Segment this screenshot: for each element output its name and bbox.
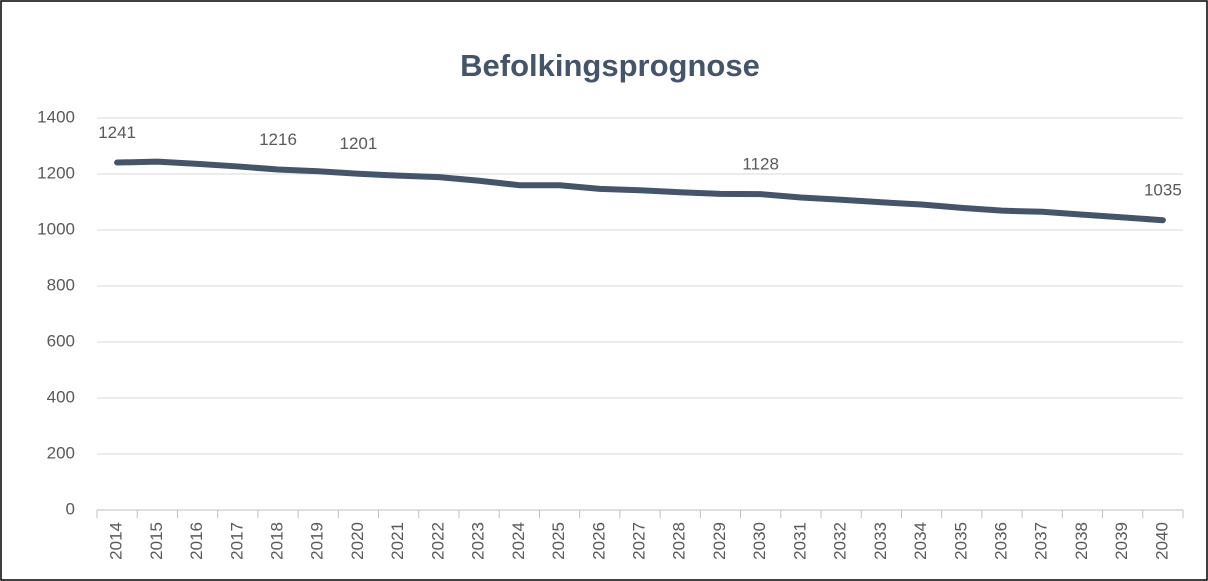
x-tick-label: 2039 xyxy=(1112,522,1131,560)
y-tick-label: 400 xyxy=(47,387,75,406)
line-series xyxy=(114,158,1166,224)
y-tick-label: 1400 xyxy=(37,107,75,126)
y-tick-label: 600 xyxy=(47,331,75,350)
x-tick-label: 2018 xyxy=(267,522,286,560)
x-tick-label: 2037 xyxy=(1032,522,1051,560)
data-label: 1201 xyxy=(340,134,378,153)
x-tick-label: 2024 xyxy=(509,522,528,560)
x-tick-label: 2035 xyxy=(951,522,970,560)
x-tick-label: 2038 xyxy=(1072,522,1091,560)
data-label: 1241 xyxy=(98,123,136,142)
data-label: 1128 xyxy=(742,155,779,174)
x-tick-label: 2036 xyxy=(991,522,1010,560)
x-tick-label: 2019 xyxy=(308,522,327,560)
chart-title: Befolkingsprognose xyxy=(460,48,760,83)
x-tick-label: 2020 xyxy=(348,522,367,560)
data-label: 1216 xyxy=(259,130,297,149)
x-tick-label: 2015 xyxy=(147,522,166,560)
x-tick-label: 2023 xyxy=(469,522,488,560)
x-tick-label: 2016 xyxy=(187,522,206,560)
x-tick-label: 2014 xyxy=(107,522,126,560)
x-tick-label: 2034 xyxy=(911,522,930,560)
x-tick-label: 2033 xyxy=(871,522,890,560)
x-tick-label: 2017 xyxy=(227,522,246,560)
x-tick-label: 2032 xyxy=(831,522,850,560)
x-tick-label: 2040 xyxy=(1152,522,1171,560)
x-tick-label: 2030 xyxy=(750,522,769,560)
y-tick-label: 0 xyxy=(66,499,75,518)
x-tick-label: 2031 xyxy=(790,522,809,560)
x-tick-label: 2025 xyxy=(549,522,568,560)
y-tick-label: 200 xyxy=(47,443,75,462)
y-tick-label: 1200 xyxy=(37,163,75,182)
x-tick-label: 2026 xyxy=(589,522,608,560)
data-label: 1035 xyxy=(1144,181,1182,200)
x-tick-label: 2022 xyxy=(428,522,447,560)
y-tick-label: 800 xyxy=(47,275,75,294)
x-tick-label: 2021 xyxy=(388,522,407,560)
y-tick-label: 1000 xyxy=(37,219,75,238)
x-tick-label: 2029 xyxy=(710,522,729,560)
x-tick-label: 2028 xyxy=(670,522,689,560)
x-tick-label: 2027 xyxy=(629,522,648,560)
